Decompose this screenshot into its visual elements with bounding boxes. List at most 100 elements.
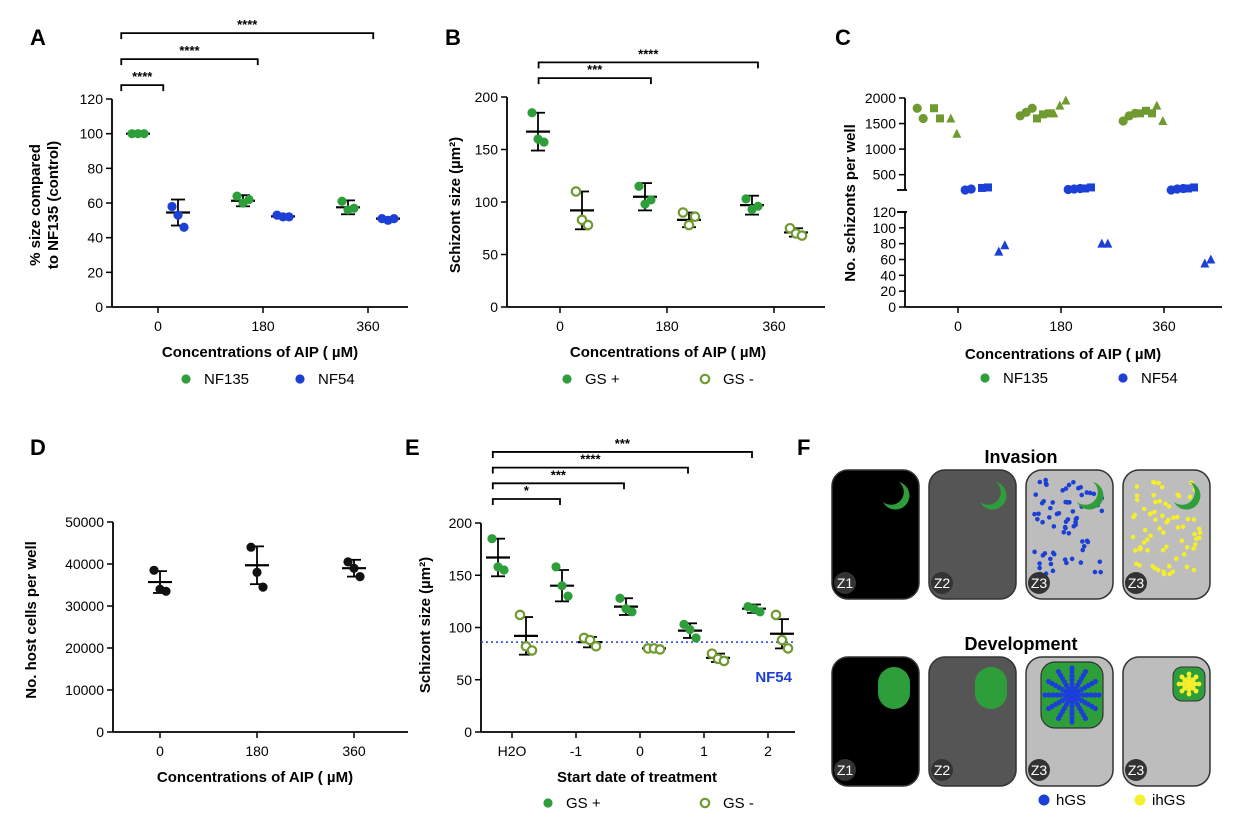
gs-dot (1138, 545, 1143, 550)
gs-dot (1170, 569, 1176, 574)
significance-label: *** (551, 467, 567, 482)
gs-dot (1058, 692, 1064, 698)
x-tick-label: 0 (156, 743, 164, 759)
data-point (1206, 254, 1216, 264)
data-point (584, 634, 596, 646)
significance-label: **** (580, 452, 601, 467)
row-title: Development (964, 634, 1077, 654)
data-point (1142, 106, 1150, 115)
gs-dot (1035, 516, 1040, 522)
gs-dot (1091, 491, 1097, 497)
gs-dot (1186, 671, 1192, 677)
gs-dot (1145, 547, 1150, 553)
cell-well (831, 469, 920, 600)
gs-dot (1098, 569, 1103, 575)
legend-marker (980, 373, 990, 383)
data-point (627, 607, 637, 617)
gs-dot (1066, 530, 1072, 536)
data-point (1158, 116, 1168, 125)
gs-dot (1133, 548, 1138, 553)
gs-dot (1078, 560, 1084, 565)
data-point (615, 593, 625, 603)
y-axis-label-line: to NF135 (control) (45, 141, 62, 269)
panel-labels: A B C D E F (30, 25, 851, 460)
gs-dot (1080, 692, 1086, 698)
gs-dot (1069, 681, 1075, 687)
gs-dot (1161, 530, 1166, 535)
significance-bracket (491, 451, 753, 458)
data-point (930, 104, 938, 113)
gs-dot (1036, 511, 1041, 517)
gs-dot (1159, 513, 1165, 519)
y-axis-label: No. schizonts per well (842, 124, 859, 282)
y-tick-label: 120 (873, 204, 897, 220)
gs-dot (1054, 511, 1060, 517)
gs-dot (1148, 533, 1153, 538)
x-tick-label: H2O (498, 743, 527, 759)
legend-marker (699, 373, 711, 385)
zone-badge-label: Z1 (837, 575, 854, 591)
panel-a: 0 20 40 60 80 100 120 0 180 360 **** **** **** % size… (27, 17, 408, 388)
data-point (232, 191, 242, 201)
gs-dot (1064, 560, 1069, 566)
panel-f: Invasion Z1 Z2 Z3 Z3 Development Z1 Z2 Z3 Z3 hGS ih… (831, 447, 1211, 809)
panel-label: B (445, 25, 461, 50)
zone-badge (1028, 759, 1050, 781)
data-point (966, 184, 976, 194)
gs-dot (1141, 540, 1147, 545)
legend-label: GS + (566, 795, 601, 812)
y-axis-label-line: % size compared (27, 144, 44, 266)
gs-dot (1046, 705, 1052, 712)
gs-dot (1081, 543, 1087, 549)
data-point (246, 542, 256, 552)
gs-dot (1082, 715, 1089, 721)
y-tick-label: 100 (449, 620, 473, 636)
y-tick-label: 150 (449, 567, 473, 583)
gs-dot (1151, 492, 1157, 498)
gs-dot (1179, 674, 1185, 680)
data-point (646, 195, 656, 205)
gs-dot (1065, 517, 1071, 522)
x-tick-label: 180 (251, 318, 275, 334)
legend-marker (562, 374, 572, 384)
gs-dot (1197, 530, 1203, 536)
gs-dot (1130, 534, 1136, 540)
gs-dot (1145, 537, 1150, 542)
significance-label: **** (132, 69, 153, 84)
x-tick-label: 180 (245, 743, 269, 759)
data-point (691, 633, 701, 643)
gs-dot (1069, 707, 1075, 713)
gs-dot (1192, 681, 1198, 687)
data-point (753, 201, 763, 211)
gs-dot (1055, 715, 1062, 721)
legend-marker (1134, 794, 1146, 806)
gs-dot (1092, 705, 1098, 712)
zone-badge (931, 759, 953, 781)
gs-dot (1069, 673, 1075, 679)
x-tick-label: 0 (954, 318, 962, 334)
gs-dot (1150, 563, 1155, 569)
gs-dot (1196, 535, 1202, 541)
data-point (677, 207, 689, 218)
data-point (539, 137, 549, 147)
significance-label: * (524, 483, 530, 498)
gs-dot (1166, 504, 1172, 509)
data-point (139, 129, 149, 139)
y-tick-label: 40000 (65, 556, 104, 572)
data-point (683, 219, 695, 231)
gs-dot (1069, 669, 1075, 675)
x-axis-label: Concentrations of AIP ( µM) (162, 344, 358, 361)
gs-dot (1050, 550, 1056, 556)
data-point (796, 230, 808, 241)
gs-dot (1046, 515, 1052, 520)
y-tick-label: 100 (475, 194, 499, 210)
gs-dot (1040, 553, 1046, 558)
gs-dot (1087, 490, 1093, 496)
data-point (258, 582, 268, 592)
gs-dot (1181, 552, 1187, 557)
gs-dot (1196, 681, 1202, 687)
gs-dot (1097, 559, 1103, 565)
data-point (634, 181, 644, 191)
y-tick-label: 40 (87, 230, 103, 246)
legend-label: NF135 (204, 371, 249, 388)
